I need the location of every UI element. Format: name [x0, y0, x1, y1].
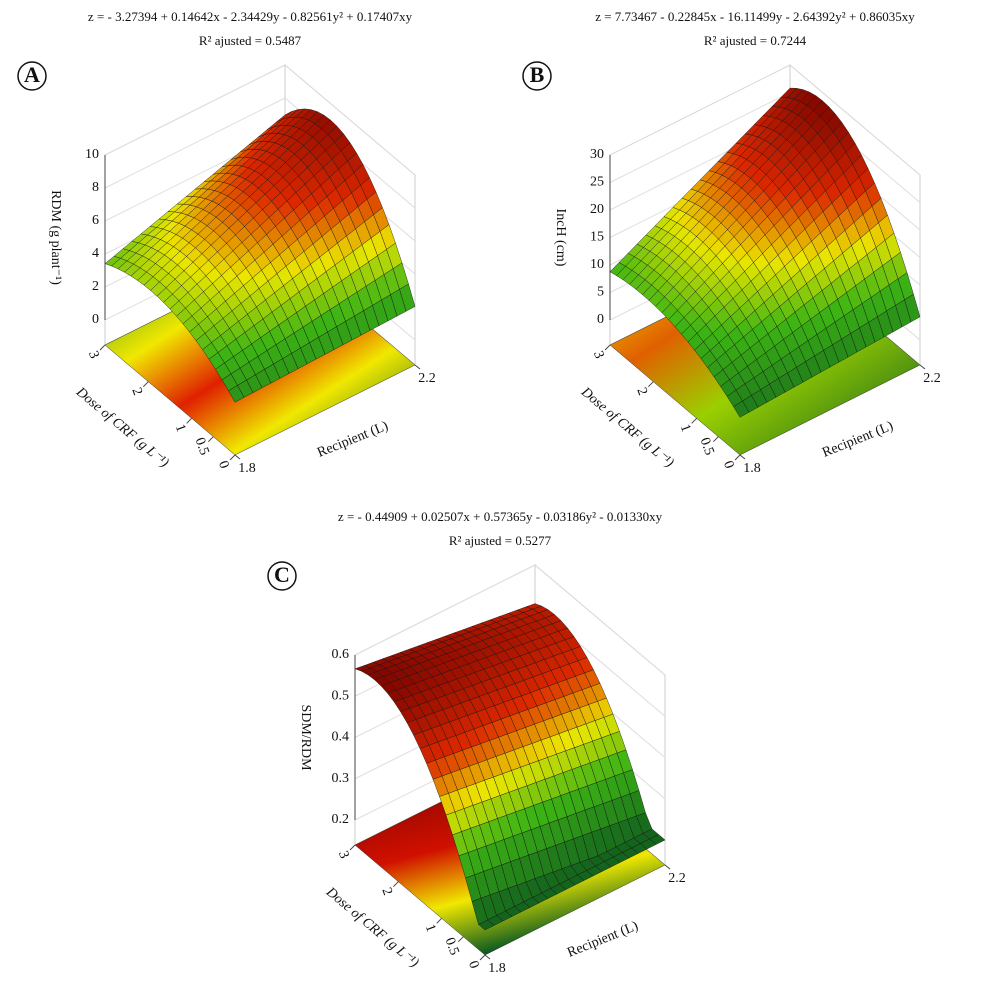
y-tick-label: 3	[85, 349, 101, 361]
equation: z = 7.73467 - 0.22845x - 16.11499y - 2.6…	[595, 9, 915, 24]
z-tick-label: 6	[92, 213, 99, 228]
y-tick-label: 2	[378, 886, 394, 898]
z-grid-line	[534, 564, 666, 676]
panel-letter: C	[274, 562, 290, 587]
panel-letter: B	[530, 62, 545, 87]
equation: z = - 0.44909 + 0.02507x + 0.57365y - 0.…	[338, 509, 663, 524]
y-tick-label: 0.5	[442, 936, 462, 958]
z-axis-title: SDM/RDM	[298, 704, 313, 771]
x-axis-title: Recipient (L)	[315, 419, 390, 461]
x-tick	[919, 364, 926, 370]
panel: z = 7.73467 - 0.22845x - 16.11499y - 2.6…	[522, 9, 941, 476]
y-tick	[349, 844, 356, 851]
z-tick-label: 25	[590, 175, 604, 190]
x-axis-title: Recipient (L)	[565, 919, 640, 961]
y-tick	[229, 454, 236, 461]
x-tick	[484, 954, 491, 960]
y-tick	[99, 344, 106, 351]
z-grid-line	[104, 64, 286, 156]
y-tick	[142, 381, 149, 388]
x-axis-title: Recipient (L)	[820, 419, 895, 461]
x-tick	[414, 364, 421, 370]
z-tick-label: 2	[92, 279, 99, 294]
z-tick-label: 0.5	[332, 688, 350, 703]
surface-cell	[228, 385, 245, 403]
y-tick-label: 0.5	[697, 436, 717, 458]
y-tick	[734, 454, 741, 461]
z-grid-line	[789, 64, 921, 176]
z-tick-label: 20	[590, 202, 604, 217]
z-tick-label: 0.6	[332, 647, 350, 662]
x-tick-label: 1.8	[238, 461, 256, 476]
x-tick	[664, 864, 671, 870]
x-tick	[234, 454, 241, 460]
z-tick-label: 0.4	[332, 730, 350, 745]
z-tick-label: 0.2	[332, 812, 350, 827]
z-tick-label: 5	[597, 285, 604, 300]
z-tick-label: 8	[92, 180, 99, 195]
y-axis-title: Dose of CRF (g L⁻¹)	[322, 884, 421, 971]
y-tick	[436, 917, 443, 924]
y-tick-label: 1	[422, 922, 438, 934]
y-tick-label: 1	[172, 422, 188, 434]
panel-letter: A	[24, 62, 40, 87]
panel: z = - 3.27394 + 0.14642x - 2.34429y - 0.…	[17, 9, 436, 476]
z-grid-line	[284, 64, 416, 176]
y-tick-label: 1	[677, 422, 693, 434]
y-tick	[604, 344, 611, 351]
y-tick	[457, 936, 464, 943]
z-grid-line	[609, 92, 791, 183]
y-tick	[647, 381, 654, 388]
x-tick-label: 2.2	[668, 871, 686, 886]
r-squared: R² ajusted = 0.5487	[199, 33, 302, 48]
y-tick	[392, 881, 399, 888]
y-tick	[207, 436, 214, 443]
r-squared: R² ajusted = 0.5277	[449, 533, 552, 548]
y-tick-label: 0	[465, 959, 481, 971]
panel-letter-ring	[267, 561, 297, 591]
y-tick	[186, 417, 193, 424]
y-axis-title: Dose of CRF (g L⁻¹)	[72, 384, 171, 471]
panel-letter-ring	[522, 61, 552, 91]
y-tick-label: 2	[633, 386, 649, 398]
x-tick-label: 1.8	[743, 461, 761, 476]
z-tick-label: 0	[92, 312, 99, 327]
x-tick	[739, 454, 746, 460]
y-axis-title: Dose of CRF (g L⁻¹)	[577, 384, 676, 471]
y-tick-label: 3	[590, 349, 606, 361]
x-tick-label: 2.2	[923, 371, 941, 386]
panel-letter-ring	[17, 61, 47, 91]
z-grid-line	[104, 97, 286, 189]
z-tick-label: 0	[597, 312, 604, 327]
y-tick-label: 0	[720, 459, 736, 471]
y-tick-label: 2	[128, 386, 144, 398]
y-tick-label: 3	[335, 849, 351, 861]
x-tick-label: 1.8	[488, 961, 506, 976]
y-tick	[691, 417, 698, 424]
y-tick-label: 0	[215, 459, 231, 471]
surface-cell	[733, 400, 750, 418]
surface-cell	[478, 919, 495, 931]
z-tick-label: 30	[590, 147, 604, 162]
equation: z = - 3.27394 + 0.14642x - 2.34429y - 0.…	[88, 9, 413, 24]
y-tick	[712, 436, 719, 443]
z-tick-label: 10	[85, 147, 99, 162]
r-squared: R² ajusted = 0.7244	[704, 33, 807, 48]
z-tick-label: 15	[590, 230, 604, 245]
z-axis-title: IncH (cm)	[553, 209, 568, 267]
panel: z = - 0.44909 + 0.02507x + 0.57365y - 0.…	[267, 509, 686, 976]
z-grid-line	[609, 64, 791, 156]
z-grid-line	[354, 564, 536, 656]
z-tick-label: 4	[92, 246, 99, 261]
y-tick-label: 0.5	[192, 436, 212, 458]
z-tick-label: 10	[590, 257, 604, 272]
z-axis-title: RDM (g plant⁻¹)	[48, 190, 63, 285]
x-tick-label: 2.2	[418, 371, 436, 386]
z-tick-label: 0.3	[332, 771, 350, 786]
y-tick	[479, 954, 486, 961]
